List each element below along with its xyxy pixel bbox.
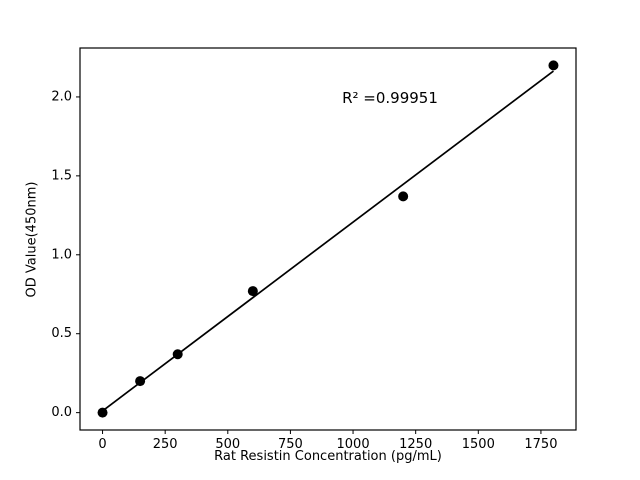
y-tick-label: 0.0 bbox=[51, 405, 72, 420]
y-tick-label: 2.0 bbox=[51, 89, 72, 104]
data-point bbox=[247, 286, 258, 297]
x-tick-label: 1000 bbox=[337, 437, 370, 452]
data-point bbox=[97, 407, 108, 418]
r-squared-annotation: R² =0.99951 bbox=[342, 89, 438, 107]
x-tick-label: 750 bbox=[278, 437, 303, 452]
data-point bbox=[398, 191, 409, 202]
y-tick-label: 0.5 bbox=[51, 326, 72, 341]
x-tick-label: 250 bbox=[153, 437, 178, 452]
data-point bbox=[172, 349, 183, 360]
y-axis-label: OD Value(450nm) bbox=[24, 181, 40, 298]
y-tick-label: 1.5 bbox=[51, 168, 72, 183]
plot-frame bbox=[79, 47, 577, 431]
x-tick-label: 1250 bbox=[399, 437, 432, 452]
data-point bbox=[135, 376, 146, 387]
y-tick-label: 1.0 bbox=[51, 247, 72, 262]
data-point bbox=[548, 60, 559, 71]
x-tick-label: 500 bbox=[215, 437, 240, 452]
x-tick-label: 0 bbox=[98, 437, 106, 452]
x-axis-label: Rat Resistin Concentration (pg/mL) bbox=[214, 449, 442, 464]
x-tick-label: 1500 bbox=[462, 437, 495, 452]
x-tick-label: 1750 bbox=[524, 437, 557, 452]
